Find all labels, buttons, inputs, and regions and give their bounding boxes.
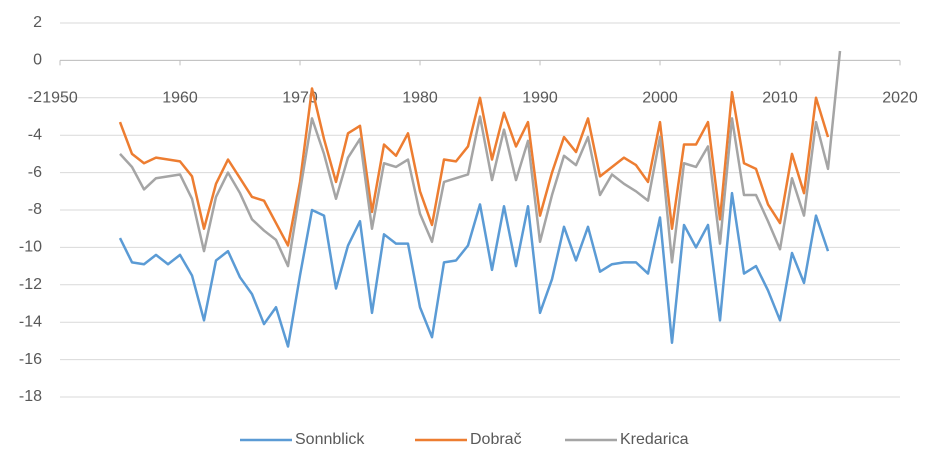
y-tick-label: 0 (33, 52, 42, 69)
y-tick-label: 2 (33, 14, 42, 31)
x-tick-label: 2000 (642, 90, 678, 107)
x-tick-label: 1980 (402, 90, 438, 107)
x-tick-label: 1960 (162, 90, 198, 107)
y-tick-label: -10 (19, 239, 42, 256)
y-tick-label: -16 (19, 351, 42, 368)
y-tick-label: -6 (28, 164, 42, 181)
legend-label: Sonnblick (295, 431, 365, 448)
y-tick-label: -8 (28, 201, 42, 218)
series-line (118, 191, 830, 348)
x-tick-label: 2010 (762, 90, 798, 107)
y-tick-label: -14 (19, 313, 42, 330)
series-line (118, 87, 830, 247)
x-tick-label: 1950 (42, 90, 78, 107)
series-line (119, 50, 842, 268)
y-tick-label: -12 (19, 276, 42, 293)
legend-label: Dobrač (470, 431, 522, 448)
legend-label: Kredarica (620, 431, 689, 448)
x-tick-label: 2020 (882, 90, 918, 107)
y-tick-label: -18 (19, 388, 42, 405)
y-tick-label: -2 (28, 89, 42, 106)
x-tick-label: 1990 (522, 90, 558, 107)
y-tick-label: -4 (28, 126, 42, 143)
